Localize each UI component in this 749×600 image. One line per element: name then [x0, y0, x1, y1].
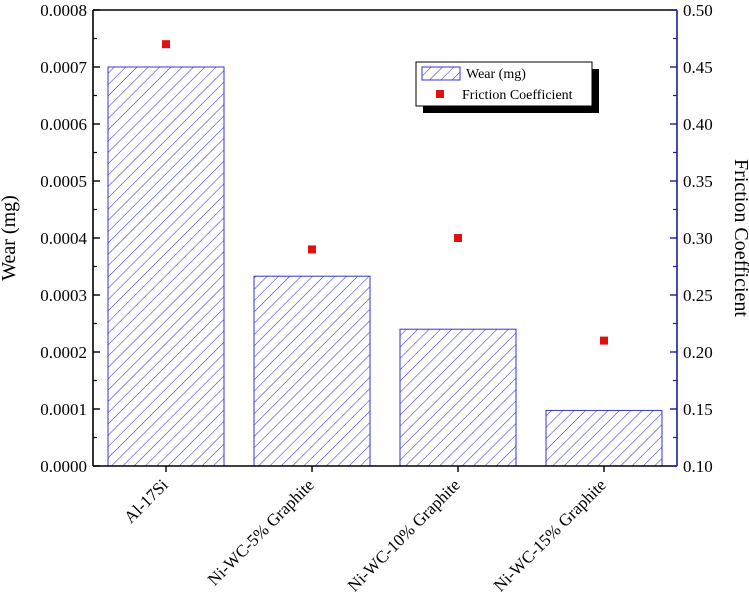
x-axis-ticks: Al-17Si Ni-WC-5% Graphite Ni-WC-10% Graphi…	[120, 466, 610, 595]
friction-marker	[308, 245, 316, 254]
bars-layer	[107, 66, 663, 467]
right-tick-label: 0.35	[683, 172, 713, 191]
left-tick-label: 0.0004	[40, 229, 87, 248]
left-axis-ticks: 0.0000 0.0001 0.0002 0.0003 0.0004 0.0005 0.00…	[40, 1, 100, 476]
left-tick-label: 0.0007	[40, 58, 87, 77]
friction-marker	[454, 234, 462, 242]
right-axis-ticks: 0.10 0.15 0.20 0.25 0.30 0.35 0.40 0.45 0.50	[670, 1, 713, 476]
right-tick-label: 0.10	[683, 457, 713, 476]
left-tick-label: 0.0006	[40, 115, 87, 134]
x-tick-label: Ni-WC-5% Graphite	[204, 475, 318, 589]
legend: Wear (mg) Friction Coefficient	[415, 61, 599, 113]
y-axis-title-left: Wear (mg)	[0, 195, 20, 281]
left-tick-label: 0.0001	[40, 400, 87, 419]
wear-bar	[107, 66, 225, 467]
legend-label-wear: Wear (mg)	[466, 67, 526, 82]
right-tick-label: 0.40	[683, 115, 713, 134]
left-tick-label: 0.0002	[40, 343, 87, 362]
right-tick-label: 0.20	[683, 343, 713, 362]
legend-marker-swatch	[436, 90, 444, 98]
right-tick-label: 0.30	[683, 229, 713, 248]
right-tick-label: 0.45	[683, 58, 713, 77]
left-tick-label: 0.0008	[40, 1, 87, 20]
left-tick-label: 0.0000	[40, 457, 87, 476]
legend-label-friction: Friction Coefficient	[462, 88, 573, 103]
wear-bar	[399, 328, 517, 467]
wear-bar	[545, 409, 663, 467]
friction-marker	[600, 336, 608, 345]
wear-bar	[253, 275, 371, 467]
right-tick-label: 0.15	[683, 400, 713, 419]
left-tick-label: 0.0003	[40, 286, 87, 305]
friction-marker	[162, 40, 170, 49]
x-tick-label: Ni-WC-15% Graphite	[490, 475, 610, 595]
right-tick-label: 0.50	[683, 1, 713, 20]
y-axis-title-right: Friction Coefficient	[730, 159, 749, 317]
legend-bar-swatch	[421, 66, 461, 81]
x-tick-label: Ni-WC-10% Graphite	[344, 475, 464, 595]
markers-layer	[162, 40, 608, 345]
right-tick-label: 0.25	[683, 286, 713, 305]
x-tick-label: Al-17Si	[120, 475, 172, 527]
left-tick-label: 0.0005	[40, 172, 87, 191]
